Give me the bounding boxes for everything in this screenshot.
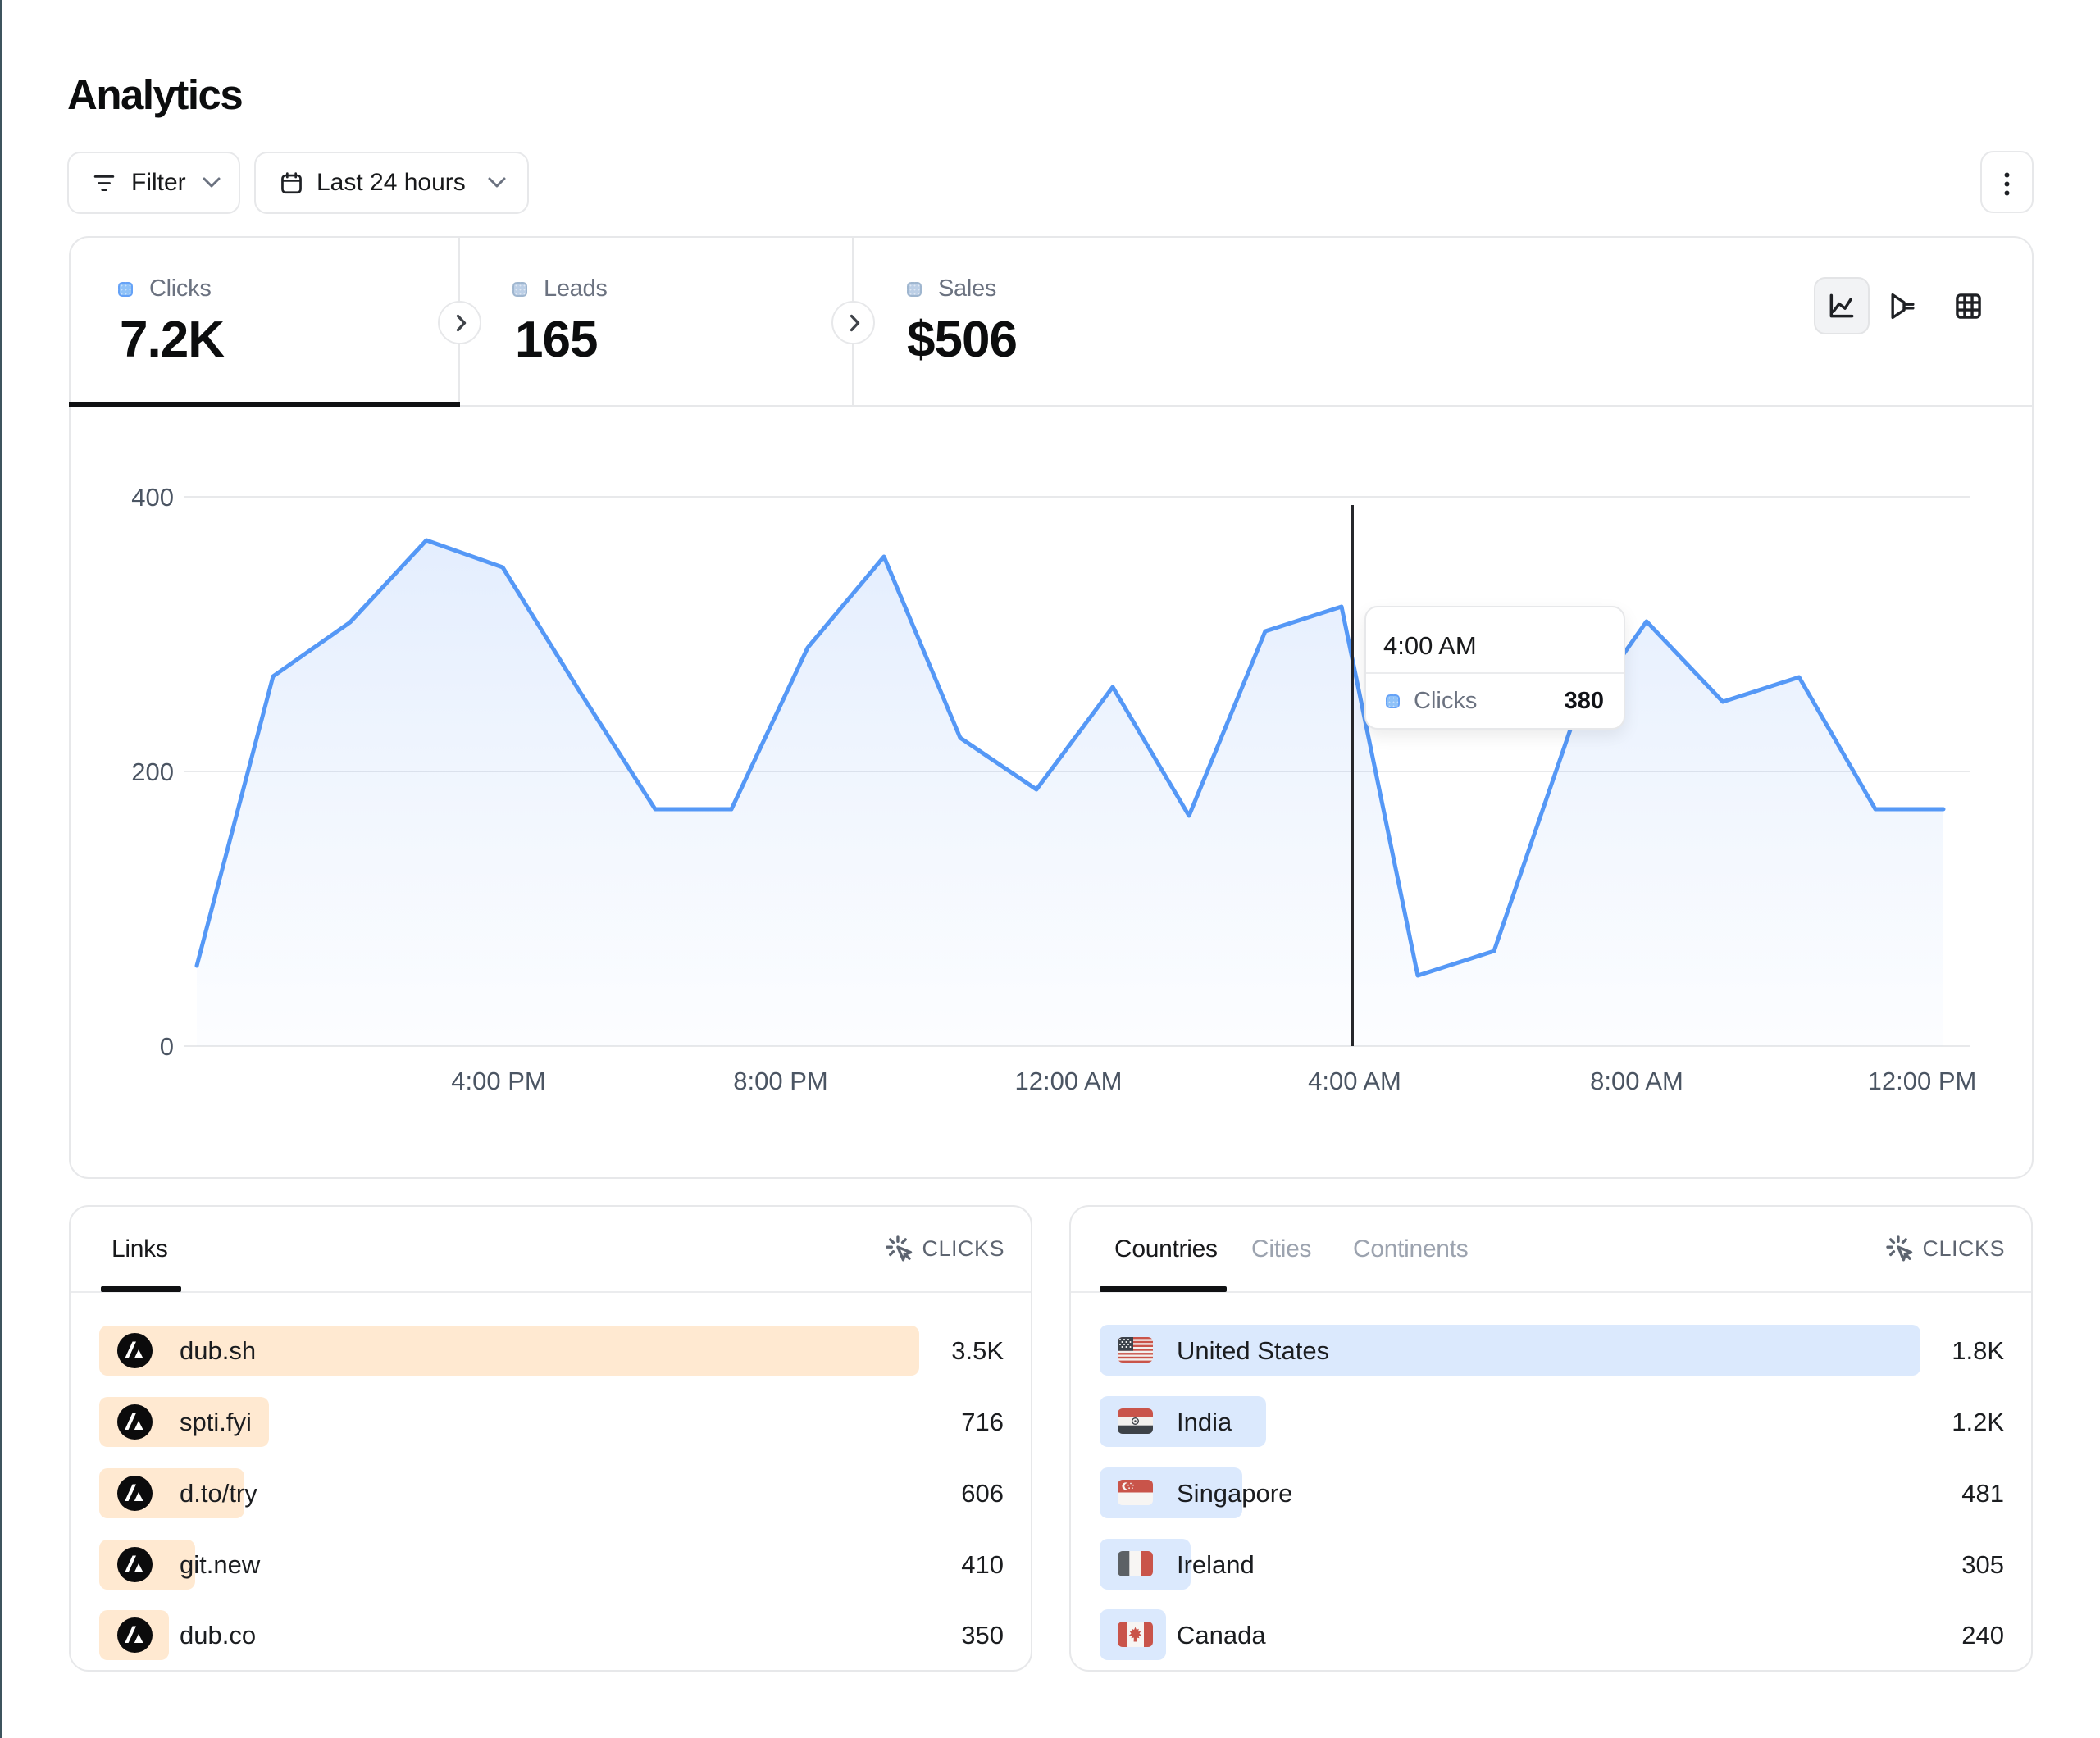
svg-text:8:00 AM: 8:00 AM bbox=[1590, 1067, 1683, 1095]
svg-text:200: 200 bbox=[131, 758, 174, 786]
svg-text:400: 400 bbox=[131, 483, 174, 512]
svg-text:12:00 PM: 12:00 PM bbox=[1868, 1067, 1977, 1095]
svg-text:4:00 AM: 4:00 AM bbox=[1308, 1067, 1401, 1095]
svg-text:0: 0 bbox=[160, 1032, 174, 1061]
svg-text:8:00 PM: 8:00 PM bbox=[733, 1067, 827, 1095]
svg-text:4:00 PM: 4:00 PM bbox=[451, 1067, 545, 1095]
svg-text:12:00 AM: 12:00 AM bbox=[1015, 1067, 1123, 1095]
